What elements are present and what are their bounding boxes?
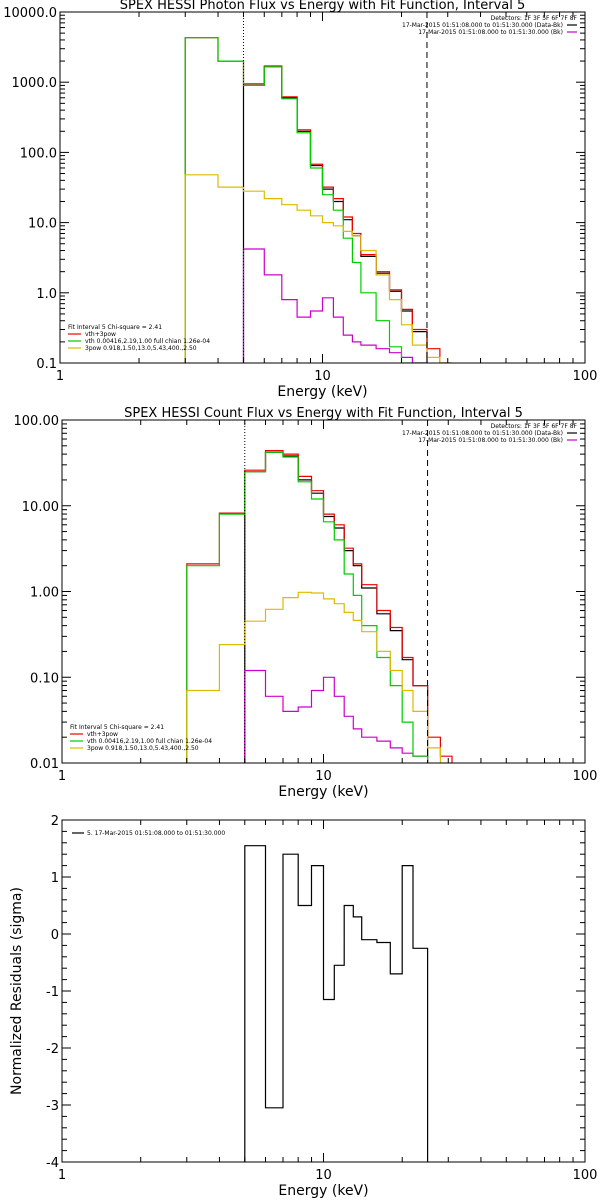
series-line-2 (244, 669, 429, 763)
y-tick-label: -1 (46, 985, 59, 1000)
y-tick-label: 10.00 (22, 500, 59, 515)
y-tick-label: 100.0 (20, 146, 57, 161)
legend-entry-text: vth+3pow (87, 731, 118, 738)
x-tick-label: 10 (315, 769, 332, 784)
x-tick-label: 100 (573, 1168, 598, 1183)
y-tick-label: 0.01 (30, 757, 59, 772)
legend: Detectors: 1F 3F 5F 6F 7F 8F17-Mar-2015 … (68, 15, 578, 352)
x-tick-label: 10 (314, 369, 331, 384)
y-tick-label: -3 (46, 1099, 59, 1114)
legend-entry-text: 17-Mar-2015 01:51:08.000 to 01:51:30.000… (418, 29, 563, 36)
legend-entry-text: 5. 17-Mar-2015 01:51:08.000 to 01:51:30.… (87, 830, 225, 837)
series-line-1 (244, 451, 429, 763)
legend-entry-text: 17-Mar-2015 01:51:08.000 to 01:51:30.000… (418, 437, 563, 444)
y-tick-label: 0.1 (36, 357, 57, 372)
series-line-4 (184, 37, 427, 363)
legend-entry-text: vth+3pow (85, 331, 116, 338)
x-tick-label: 1 (58, 1168, 66, 1183)
legend-entry-text: 3pow 0.918,1.50,13.0,5.43,400.,2.50 (85, 345, 197, 352)
y-tick-label: 2 (51, 814, 59, 829)
chart-panel-2: SPEX HESSI Count Flux vs Energy with Fit… (14, 406, 598, 800)
chart-title: SPEX HESSI Photon Flux vs Energy with Fi… (120, 0, 526, 13)
x-axis-title: Energy (keV) (278, 784, 368, 800)
series-line-1 (244, 845, 429, 1162)
y-tick-label: 1.00 (30, 586, 59, 601)
series-group (186, 450, 453, 763)
series-line-4 (186, 451, 429, 763)
series-line-5 (186, 591, 452, 763)
x-axis-title: Energy (keV) (278, 1183, 368, 1199)
x-tick-label: 10 (315, 1168, 332, 1183)
series-line-1 (242, 66, 428, 363)
y-tick-label: 10000.0 (3, 6, 57, 21)
legend-entry-text: Fit Interval 5 Chi-square = 2.41 (70, 724, 164, 731)
series-group (244, 845, 429, 1162)
legend-entry-text: Detectors: 1F 3F 5F 6F 7F 8F (491, 423, 578, 430)
legend: Detectors: 1F 3F 5F 6F 7F 8F17-Mar-2015 … (70, 423, 578, 752)
y-tick-label: 0.10 (30, 671, 59, 686)
legend-entry-text: 17-Mar-2015 01:51:08.000 to 01:51:30.000… (402, 430, 563, 437)
legend: 5. 17-Mar-2015 01:51:08.000 to 01:51:30.… (72, 830, 225, 837)
series-group (184, 37, 452, 363)
y-tick-label: 1.0 (36, 287, 57, 302)
chart-title: SPEX HESSI Count Flux vs Energy with Fit… (124, 406, 523, 421)
y-tick-label: 10.0 (28, 217, 57, 232)
y-tick-label: 1000.0 (12, 76, 58, 91)
legend-entry-text: 3pow 0.918,1.50,13.0,5.43,400.,2.50 (87, 745, 199, 752)
y-tick-label: 1 (51, 871, 59, 886)
legend-entry-text: 17-Mar-2015 01:51:08.000 to 01:51:30.000… (402, 22, 563, 29)
y-tick-label: 100.00 (14, 414, 60, 429)
y-axis-title: Normalized Residuals (sigma) (9, 887, 25, 1095)
y-tick-label: 0 (51, 928, 59, 943)
x-axis-title: Energy (keV) (277, 384, 367, 400)
series-line-3 (186, 450, 453, 763)
series-line-3 (184, 37, 452, 363)
legend-entry-text: Detectors: 1F 3F 5F 6F 7F 8F (491, 15, 578, 22)
legend-entry-text: vth 0.00416,2.19,1.00 full chian 1.26e-0… (85, 338, 210, 345)
legend-entry-text: Fit Interval 5 Chi-square = 2.41 (68, 324, 162, 331)
legend-entry-text: vth 0.00416,2.19,1.00 full chian 1.26e-0… (87, 738, 212, 745)
chart-panel-1: SPEX HESSI Photon Flux vs Energy with Fi… (3, 0, 597, 400)
x-tick-label: 1 (58, 769, 66, 784)
y-tick-label: -2 (46, 1042, 59, 1057)
y-tick-label: -4 (46, 1156, 59, 1171)
x-tick-label: 100 (573, 769, 598, 784)
x-tick-label: 1 (56, 369, 64, 384)
x-tick-label: 100 (573, 369, 598, 384)
series-line-5 (184, 174, 452, 363)
series-line-2 (242, 248, 427, 363)
plot-frame (61, 419, 586, 764)
